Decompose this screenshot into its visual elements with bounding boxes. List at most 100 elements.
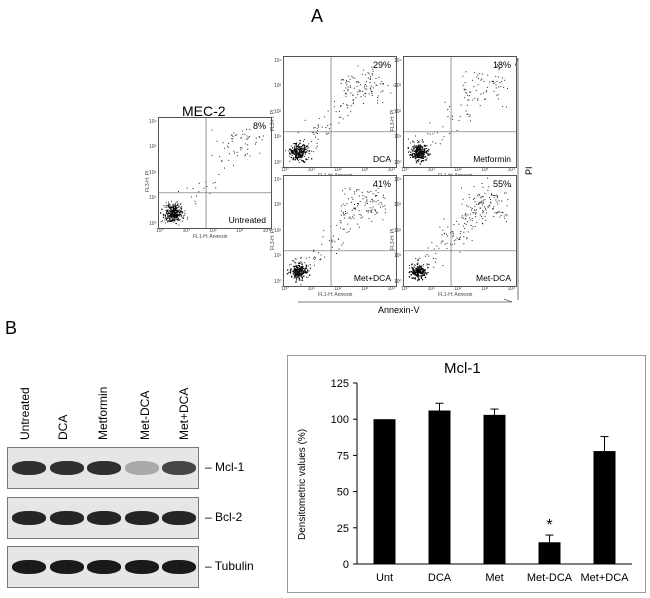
x-tick: 10³ xyxy=(236,228,244,234)
significance-marker: * xyxy=(546,517,552,534)
y-tick-label: 50 xyxy=(337,487,349,499)
flow-plot-untreated: 8% Untreated xyxy=(158,117,272,229)
blot-band xyxy=(162,511,196,525)
flow-plot-met-dca: 41% Met+DCA xyxy=(283,175,397,287)
blot-band xyxy=(162,461,196,475)
lane-label: Metformin xyxy=(96,386,110,440)
flow-plot-metformin: 18% Metformin xyxy=(403,56,517,168)
scatter-points xyxy=(284,176,396,286)
panel-a-axes xyxy=(298,57,519,303)
x-tick-label: Met xyxy=(485,572,503,584)
y-tick: 10⁰ xyxy=(274,160,282,166)
condition-label: Metformin xyxy=(473,154,511,164)
y-tick-label: 0 xyxy=(343,559,349,571)
blot-band xyxy=(124,560,159,574)
x-tick: 10⁰ xyxy=(281,286,289,292)
x-tick: 10¹ xyxy=(427,167,435,173)
y-tick-label: 75 xyxy=(337,450,349,462)
condition-label: Met+DCA xyxy=(353,273,391,283)
x-tick-label: Met-DCA xyxy=(527,572,573,584)
y-tick: 10⁴ xyxy=(394,176,402,183)
x-tick: 10² xyxy=(209,228,217,234)
x-tick: 10⁴ xyxy=(507,167,516,173)
y-tick: 10⁴ xyxy=(149,118,157,125)
flow-plot-met-dca: 55% Met-DCA xyxy=(403,175,517,287)
blot-band xyxy=(87,560,121,574)
blot-bcl-2 xyxy=(7,497,199,539)
scatter-points xyxy=(404,57,516,167)
small-x-label: FL1-H: Annexin xyxy=(193,234,228,240)
blot-band xyxy=(49,511,84,525)
chart-title: Mcl-1 xyxy=(444,360,481,377)
lane-label: Untreated xyxy=(18,387,32,440)
percent-label: 41% xyxy=(372,179,391,189)
x-tick: 10¹ xyxy=(307,286,315,292)
x-tick: 10⁴ xyxy=(387,286,396,292)
condition-label: Untreated xyxy=(228,215,266,225)
x-tick: 10² xyxy=(454,286,462,292)
lane-label: Met-DCA xyxy=(138,390,152,440)
blot-band xyxy=(87,461,121,475)
scatter-points xyxy=(159,118,271,228)
percent-label: 55% xyxy=(492,179,511,189)
y-tick-label: 100 xyxy=(331,414,349,426)
x-tick: 10⁴ xyxy=(507,286,516,292)
y-tick: 10¹ xyxy=(394,253,402,260)
bar-met xyxy=(483,414,506,564)
y-tick: 10³ xyxy=(149,144,157,151)
y-tick: 10² xyxy=(274,108,282,115)
blot-band xyxy=(87,511,121,525)
blot-band xyxy=(12,560,46,574)
y-tick: 10¹ xyxy=(149,195,157,202)
x-tick: 10² xyxy=(334,167,342,173)
annexin-axis-label: Annexin-V xyxy=(378,305,420,315)
lane-label: Met+DCA xyxy=(177,387,191,440)
y-tick: 10² xyxy=(394,227,402,234)
blot-band xyxy=(49,560,84,574)
blot-band xyxy=(124,511,159,525)
y-tick: 10³ xyxy=(274,202,282,209)
y-tick: 10¹ xyxy=(274,253,282,260)
blot-band xyxy=(12,461,46,475)
y-tick: 10⁰ xyxy=(394,279,402,285)
chart-frame xyxy=(287,355,646,593)
x-tick: 10¹ xyxy=(307,167,315,173)
y-tick: 10⁰ xyxy=(394,160,402,166)
x-tick: 10⁴ xyxy=(387,167,396,173)
y-tick: 10¹ xyxy=(274,134,282,141)
small-x-label: FL1-H: Annexin xyxy=(318,292,353,298)
flow-plot-dca: 29% DCA xyxy=(283,56,397,168)
x-tick: 10⁰ xyxy=(401,167,409,173)
blot-band xyxy=(49,461,84,475)
y-tick: 10³ xyxy=(394,202,402,209)
x-tick: 10³ xyxy=(361,286,369,292)
y-tick: 10⁰ xyxy=(149,221,157,227)
panel-b-letter: B xyxy=(5,318,18,338)
x-tick: 10³ xyxy=(361,167,369,173)
x-tick: 10⁰ xyxy=(401,286,409,292)
x-tick: 10¹ xyxy=(427,286,435,292)
blot-label: – Tubulin xyxy=(205,559,254,573)
x-tick: 10³ xyxy=(481,167,489,173)
bar-unt xyxy=(373,419,396,564)
x-tick-label: Unt xyxy=(376,572,393,584)
pi-axis-label: PI xyxy=(524,166,534,175)
bar-met-dca xyxy=(593,451,616,564)
x-tick-label: Met+DCA xyxy=(581,572,630,584)
percent-label: 18% xyxy=(492,60,511,70)
x-tick: 10² xyxy=(334,286,342,292)
bar-dca xyxy=(428,410,451,564)
small-x-label: FL1-H: Annexin xyxy=(438,292,473,298)
condition-label: Met-DCA xyxy=(476,273,511,283)
y-tick: 10¹ xyxy=(394,134,402,141)
scatter-points xyxy=(284,57,396,167)
blot-label: – Mcl-1 xyxy=(205,460,245,474)
y-tick: 10³ xyxy=(274,83,282,90)
y-tick-label: 125 xyxy=(331,378,349,390)
bar-met-dca xyxy=(538,542,561,564)
y-tick: 10⁴ xyxy=(274,57,282,64)
y-tick: 10² xyxy=(394,108,402,115)
blot-label: – Bcl-2 xyxy=(205,510,243,524)
panel-a-letter: A xyxy=(311,6,324,26)
x-tick: 10⁰ xyxy=(156,228,164,234)
